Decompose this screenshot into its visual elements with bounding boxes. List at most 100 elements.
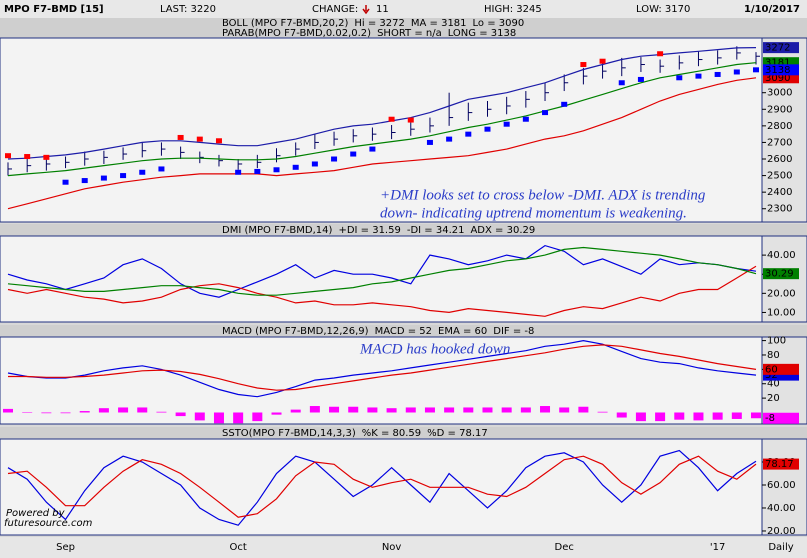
histogram-bar — [175, 412, 186, 417]
last: LAST: 3220 — [160, 4, 216, 15]
series-line — [7, 449, 757, 526]
series-line — [7, 77, 757, 210]
sar-dot — [426, 139, 433, 145]
value-badge-label: 78.17 — [765, 459, 794, 470]
histogram-bar — [156, 411, 167, 413]
sar-dot — [5, 153, 11, 159]
legend-title: PARAB(MPO F7-BMD,0.02,0.2) — [222, 28, 371, 39]
plot-area — [0, 438, 763, 536]
sar-dot — [311, 161, 318, 167]
sar-dot — [542, 110, 549, 116]
panel-header — [0, 18, 807, 38]
sar-dot — [369, 146, 376, 152]
series-line — [7, 244, 757, 298]
legend-item: MACD = 52 — [375, 326, 432, 337]
histogram-bar — [405, 407, 416, 413]
histogram-bar — [444, 407, 455, 413]
y-tick-label: 40 — [767, 379, 780, 390]
down-arrow — [362, 5, 370, 15]
series-line — [8, 344, 757, 391]
sar-dot — [196, 136, 203, 142]
plot-area — [0, 336, 763, 425]
value-badge-label: 52 — [765, 370, 778, 381]
sar-dot — [714, 71, 721, 77]
x-tick-label: Oct — [230, 542, 247, 553]
sar-dot — [618, 80, 625, 86]
value-badge-label: -8 — [765, 413, 775, 424]
value-badge-label: 3090 — [765, 73, 790, 84]
series-line — [7, 246, 757, 296]
x-tick-label: Nov — [382, 542, 402, 553]
y-tick-label: 2700 — [767, 137, 792, 148]
value-badge-label: 3138 — [765, 65, 790, 76]
legend-item: -DI = 34.21 — [407, 225, 465, 236]
value-badge — [763, 42, 799, 54]
y-tick-label: 20 — [767, 393, 780, 404]
histogram-bar — [386, 408, 397, 413]
sar-dot — [235, 169, 242, 175]
symbol: MPO F7-BMD [15] — [4, 4, 104, 15]
sar-dot — [657, 51, 664, 57]
histogram-bar — [578, 406, 589, 413]
high: HIGH: 3245 — [484, 4, 542, 15]
sar-dot — [350, 151, 357, 157]
histogram-bar — [559, 407, 570, 413]
y-tick-label: 2400 — [767, 187, 792, 198]
histogram-bar — [597, 411, 608, 413]
histogram-bar — [290, 409, 301, 413]
sar-dot — [292, 164, 299, 170]
y-tick-label: 40.00 — [767, 503, 796, 514]
series-line — [7, 455, 757, 518]
histogram-bar — [751, 412, 761, 419]
sar-dot — [484, 126, 491, 132]
legend-title: MACD (MPO F7-BMD,12,26,9) — [222, 326, 369, 337]
change: 11 — [376, 4, 389, 15]
x-axis-bar — [0, 537, 807, 558]
series-line — [7, 47, 757, 160]
series-line — [7, 265, 757, 317]
watermark-small: Powered by — [6, 508, 66, 519]
histogram-bar — [655, 412, 666, 422]
legend-item: LONG = 3138 — [448, 28, 517, 39]
histogram-bar — [137, 407, 148, 413]
legend-item: Hi = 3272 — [354, 18, 404, 29]
plot — [5, 46, 760, 210]
sar-dot — [465, 131, 472, 137]
value-axis — [761, 438, 807, 536]
legend-item: Lo = 3090 — [473, 18, 525, 29]
sar-dot — [388, 116, 395, 122]
annotation: MACD has hooked down — [359, 341, 510, 357]
sar-dot — [695, 73, 702, 79]
plot — [7, 244, 757, 317]
panel-header — [0, 325, 807, 337]
histogram-bar — [424, 407, 435, 413]
y-tick-label: 20.00 — [767, 288, 796, 299]
histogram-bar — [118, 407, 129, 413]
histogram-bar — [712, 412, 723, 420]
histogram-bar — [309, 406, 320, 413]
sar-dot — [120, 173, 127, 179]
histogram-bar — [674, 412, 685, 420]
value-badge — [763, 72, 799, 84]
watermark: futuresource.com — [4, 518, 93, 529]
sar-dot — [637, 76, 644, 82]
histogram-bar — [693, 412, 704, 421]
y-tick-label: 2300 — [767, 204, 792, 215]
y-tick-label: 10.00 — [767, 307, 796, 318]
value-badge — [763, 64, 799, 76]
low: LOW: 3170 — [636, 4, 690, 15]
sar-dot — [522, 116, 529, 122]
sar-dot — [254, 168, 261, 174]
y-tick-label: 20.00 — [767, 526, 796, 537]
value-badge-label: 60 — [765, 364, 778, 375]
date: 1/10/2017 — [744, 4, 800, 15]
y-tick-label: 100 — [767, 336, 786, 347]
histogram-bar — [233, 412, 244, 424]
sar-dot — [24, 154, 31, 160]
histogram-bar — [252, 412, 263, 422]
y-tick-label: 2600 — [767, 154, 792, 165]
histogram-bar — [194, 412, 205, 421]
y-tick-label: 3000 — [767, 88, 792, 99]
histogram-bar — [635, 412, 646, 422]
